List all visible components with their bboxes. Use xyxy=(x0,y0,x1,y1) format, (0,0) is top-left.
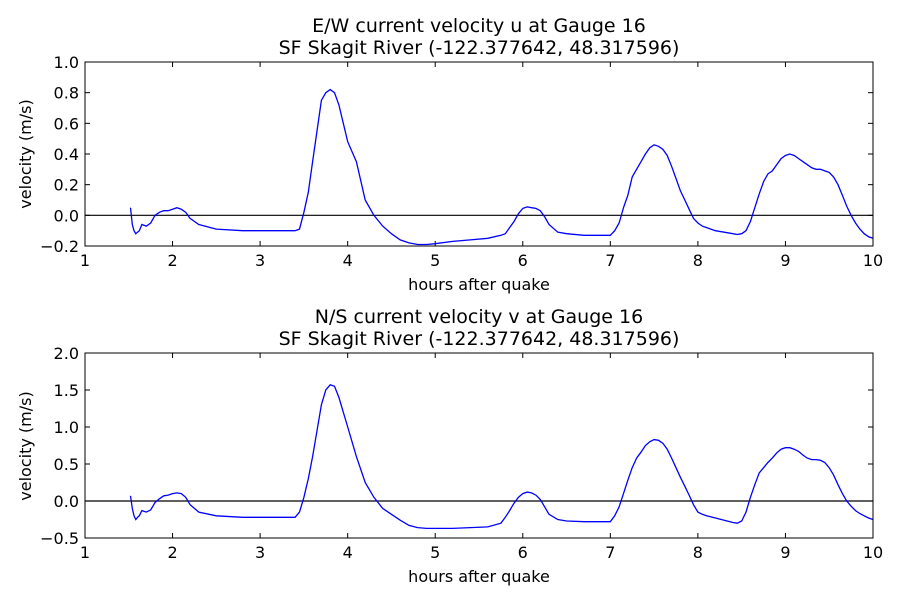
x-tick-label: 2 xyxy=(167,543,177,562)
x-tick-label: 5 xyxy=(430,251,440,270)
y-tick-label: 0.2 xyxy=(54,176,79,195)
x-tick-label: 2 xyxy=(167,251,177,270)
series-line-u xyxy=(129,88,874,246)
x-tick-label: 6 xyxy=(518,543,528,562)
x-tick-label: 8 xyxy=(693,251,703,270)
x-tick-label: 3 xyxy=(255,251,265,270)
x-tick-label: 6 xyxy=(518,251,528,270)
chart-title: N/S current velocity v at Gauge 16 xyxy=(315,306,643,328)
x-tick-label: 3 xyxy=(255,543,265,562)
chart-subtitle: SF Skagit River (-122.377642, 48.317596) xyxy=(279,328,680,350)
y-tick-label: 1.0 xyxy=(54,418,79,437)
x-tick-label: 7 xyxy=(605,543,615,562)
x-tick-label: 7 xyxy=(605,251,615,270)
x-axis-label: hours after quake xyxy=(408,567,550,586)
y-tick-label: 0.5 xyxy=(54,455,79,474)
x-tick-label: 9 xyxy=(780,543,790,562)
y-axis-ticks: −0.5 0.0 0.5 1.0 1.5 2.0 xyxy=(40,344,873,548)
y-tick-label: −0.2 xyxy=(40,237,79,256)
y-tick-label: −0.5 xyxy=(40,529,79,548)
y-tick-label: 0.6 xyxy=(54,114,79,133)
x-tick-label: 10 xyxy=(863,251,883,270)
x-tick-label: 9 xyxy=(780,251,790,270)
x-tick-label: 4 xyxy=(343,543,353,562)
y-axis-label: velocity (m/s) xyxy=(16,391,35,500)
plot-frame xyxy=(84,352,874,539)
chart-panel-u: E/W current velocity u at Gauge 16 SF Sk… xyxy=(16,15,883,294)
y-tick-label: 0.8 xyxy=(54,84,79,103)
x-axis-label: hours after quake xyxy=(408,275,550,294)
chart-title: E/W current velocity u at Gauge 16 xyxy=(312,15,646,37)
y-tick-label: 1.0 xyxy=(54,53,79,72)
x-tick-label: 1 xyxy=(80,251,90,270)
x-axis-ticks: 1 2 3 4 5 6 7 8 9 10 xyxy=(80,353,883,562)
y-axis-ticks: −0.2 0.0 0.2 0.4 0.6 0.8 1.0 xyxy=(40,53,873,256)
x-tick-label: 8 xyxy=(693,543,703,562)
y-tick-label: 0.4 xyxy=(54,145,79,164)
x-tick-label: 10 xyxy=(863,543,883,562)
y-tick-label: 0.0 xyxy=(54,492,79,511)
y-tick-label: 2.0 xyxy=(54,344,79,363)
x-tick-label: 1 xyxy=(80,543,90,562)
x-tick-label: 4 xyxy=(343,251,353,270)
x-axis-ticks: 1 2 3 4 5 6 7 8 9 10 xyxy=(80,62,883,270)
x-tick-label: 5 xyxy=(430,543,440,562)
y-tick-label: 1.5 xyxy=(54,381,79,400)
y-tick-label: 0.0 xyxy=(54,206,79,225)
series-line-v xyxy=(129,384,874,530)
chart-subtitle: SF Skagit River (-122.377642, 48.317596) xyxy=(279,37,680,59)
chart-panel-v: N/S current velocity v at Gauge 16 SF Sk… xyxy=(16,306,883,586)
plot-frame xyxy=(84,61,874,247)
y-axis-label: velocity (m/s) xyxy=(16,99,35,208)
